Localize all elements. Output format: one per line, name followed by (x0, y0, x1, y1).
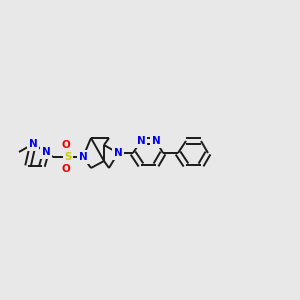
Text: N: N (42, 147, 50, 157)
Text: O: O (61, 164, 70, 174)
Text: N: N (28, 139, 38, 149)
Text: N: N (136, 136, 146, 146)
Text: O: O (61, 140, 70, 150)
Text: N: N (152, 136, 160, 146)
Text: N: N (79, 152, 87, 162)
Text: S: S (64, 152, 72, 162)
Text: N: N (114, 148, 122, 158)
